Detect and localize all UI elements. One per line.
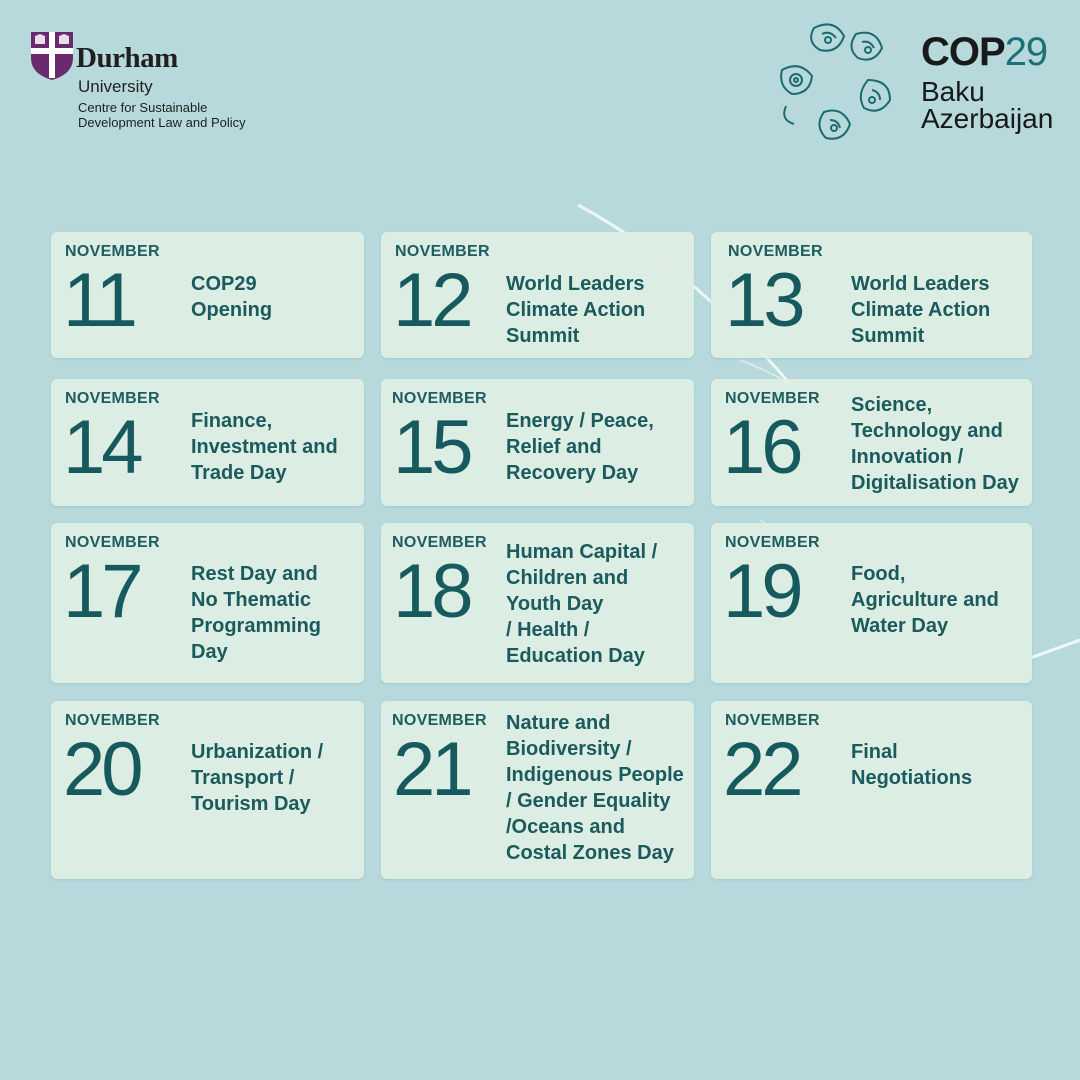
card-day-number: 14: [63, 405, 144, 490]
durham-name: Durham: [76, 42, 178, 74]
day-card-15: NOVEMBER 15 Energy / Peace, Relief and R…: [381, 379, 694, 506]
card-theme: World Leaders Climate Action Summit: [506, 273, 646, 347]
day-card-14: NOVEMBER 14 Finance, Investment and Trad…: [51, 379, 364, 506]
card-theme: World Leaders Climate Action Summit: [851, 273, 991, 347]
durham-shield-icon: [31, 32, 73, 80]
card-month: NOVEMBER: [395, 243, 490, 260]
cop-label: COP: [921, 30, 1006, 74]
card-day-number: 22: [723, 727, 804, 812]
card-month: NOVEMBER: [728, 243, 823, 260]
card-theme: Nature and Biodiversity / Indigenous Peo…: [506, 712, 684, 864]
card-day-number: 21: [393, 727, 474, 812]
card-theme: Science, Technology and Innovation / Dig…: [851, 394, 1019, 494]
day-card-19: NOVEMBER 19 Food, Agriculture and Water …: [711, 523, 1032, 683]
day-card-12: NOVEMBER 12 World Leaders Climate Action…: [381, 232, 694, 358]
cop29-country: Azerbaijan: [921, 103, 1054, 134]
card-month: NOVEMBER: [392, 712, 487, 729]
card-day-number: 11: [63, 258, 138, 343]
day-card-18: NOVEMBER 18 Human Capital / Children and…: [381, 523, 694, 683]
cop29-title: COP29: [921, 32, 1053, 72]
card-month: NOVEMBER: [392, 534, 487, 551]
card-month: NOVEMBER: [392, 390, 487, 407]
card-theme: Rest Day and No Thematic Programming Day: [191, 563, 322, 663]
card-month: NOVEMBER: [65, 712, 160, 729]
cop-number: 29: [1004, 30, 1048, 74]
day-card-20: NOVEMBER 20 Urbanization / Transport / T…: [51, 701, 364, 879]
card-day-number: 20: [63, 727, 144, 812]
card-day-number: 19: [723, 549, 804, 634]
card-day-number: 17: [63, 549, 144, 634]
card-month: NOVEMBER: [65, 243, 160, 260]
card-theme: COP29 Opening: [191, 273, 273, 321]
day-card-11: NOVEMBER 11 COP29 Opening: [51, 232, 364, 358]
day-card-22: NOVEMBER 22 Final Negotiations: [711, 701, 1032, 879]
day-card-16: NOVEMBER 16 Science, Technology and Inno…: [711, 379, 1032, 506]
durham-university-label: University: [78, 77, 153, 96]
card-day-number: 12: [393, 258, 474, 343]
day-card-17: NOVEMBER 17 Rest Day and No Thematic Pro…: [51, 523, 364, 683]
card-theme: Food, Agriculture and Water Day: [851, 563, 999, 637]
cop29-emblem-icon: [780, 23, 892, 140]
card-theme: Urbanization / Transport / Tourism Day: [191, 741, 324, 815]
card-theme: Final Negotiations: [851, 741, 973, 789]
card-theme: Energy / Peace, Relief and Recovery Day: [506, 410, 654, 484]
card-month: NOVEMBER: [725, 534, 820, 551]
card-theme: Human Capital / Children and Youth Day /…: [506, 541, 658, 667]
card-month: NOVEMBER: [65, 390, 160, 407]
card-month: NOVEMBER: [725, 712, 820, 729]
durham-centre-label: Centre for Sustainable Development Law a…: [78, 100, 246, 130]
card-day-number: 13: [725, 258, 806, 343]
day-card-13: NOVEMBER 13 World Leaders Climate Action…: [711, 232, 1032, 358]
cop29-city: Baku: [921, 76, 985, 107]
day-card-21: NOVEMBER 21 Nature and Biodiversity / In…: [381, 701, 694, 879]
card-month: NOVEMBER: [725, 390, 820, 407]
card-day-number: 18: [393, 549, 474, 634]
card-theme: Finance, Investment and Trade Day: [191, 410, 338, 484]
card-day-number: 15: [393, 405, 474, 490]
card-month: NOVEMBER: [65, 534, 160, 551]
cop29-wordmark: COP29 Baku Azerbaijan: [921, 32, 1054, 134]
card-day-number: 16: [723, 405, 804, 490]
